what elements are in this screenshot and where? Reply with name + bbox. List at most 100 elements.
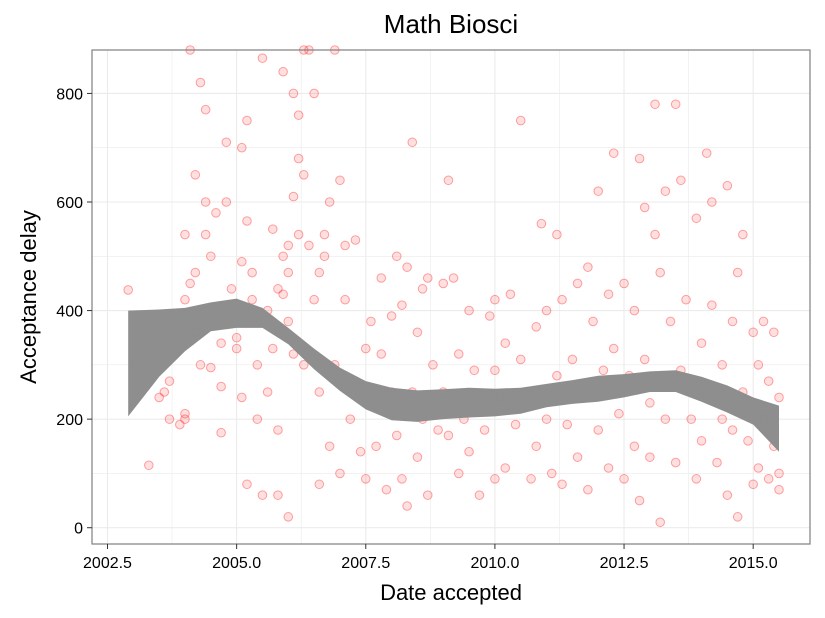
data-point [639,354,650,365]
data-point [515,354,526,365]
data-point [650,99,660,110]
data-point [531,322,542,332]
data-point [634,153,645,164]
data-point [402,262,412,272]
data-point [614,408,624,419]
x-tick-label: 2010.0 [470,555,519,572]
data-point [774,468,784,479]
data-point [691,474,702,484]
data-point [583,484,593,495]
data-point [283,316,294,327]
data-point [206,251,216,262]
data-point [376,273,387,283]
data-point [639,202,650,213]
data-point [304,240,314,251]
chart-title: Math Biosci [384,9,518,39]
data-point [247,294,257,305]
data-points [123,45,784,528]
confidence-band [128,298,779,452]
data-point [293,153,304,164]
data-point [490,294,500,305]
data-point [360,474,371,484]
data-point [242,115,252,126]
y-tick-labels: 0 200 400 600 800 [56,86,83,537]
data-point [665,316,676,327]
data-point [324,441,335,452]
data-point [686,414,696,424]
data-point [629,441,640,452]
data-point [717,414,727,424]
data-point [216,427,226,438]
data-point [298,170,309,180]
data-point [324,197,335,207]
data-point [309,294,319,305]
data-point [676,175,686,186]
data-point [386,311,397,321]
data-point [712,457,722,468]
data-point [262,387,273,397]
smooth-band [128,298,779,452]
data-point [195,77,206,88]
data-point [180,414,190,424]
data-point [267,224,278,234]
data-point [588,316,598,327]
data-point [288,191,299,202]
data-point [490,365,500,376]
data-point [660,186,671,196]
data-point [283,240,294,251]
y-tick-label: 800 [56,86,83,103]
data-point [608,148,619,158]
data-point [314,479,325,490]
data-point [391,430,402,441]
data-point [464,305,474,316]
data-point [557,479,567,490]
data-point [288,349,299,359]
data-point [402,501,412,511]
data-point [722,490,733,500]
data-point [195,360,206,370]
data-point [159,387,170,397]
x-tick-label: 2002.5 [83,555,132,572]
data-point [433,425,443,435]
data-point [360,343,371,354]
data-point [748,479,758,490]
data-point [267,343,278,354]
data-point [428,360,438,370]
data-point [252,414,263,424]
data-point [216,381,226,392]
data-point [180,294,190,305]
data-point [154,392,164,403]
data-point [500,463,511,473]
data-point [180,408,190,419]
data-point [608,343,619,354]
data-point [469,365,480,376]
x-tick-label: 2012.5 [600,555,649,572]
data-point [309,88,319,99]
data-point [319,251,330,262]
data-point [479,425,490,435]
data-point [231,343,242,354]
data-point [593,186,604,196]
data-point [273,425,283,435]
data-point [660,414,671,424]
data-point [763,376,774,386]
data-point [355,446,366,457]
data-point [407,137,418,148]
data-point [288,88,299,99]
data-point [541,305,552,316]
data-point [247,267,257,278]
data-point [691,213,702,224]
x-tick-labels: 2002.5 2005.0 2007.5 2010.0 2012.5 2015.0 [83,555,778,572]
data-point [144,460,154,471]
data-point [707,197,717,207]
data-point [345,414,356,424]
data-point [546,468,557,479]
data-point [701,148,712,158]
data-point [242,216,252,226]
data-point [500,338,511,348]
data-point [763,474,774,484]
data-point [583,262,593,272]
data-point [774,392,784,403]
data-point [252,360,263,370]
